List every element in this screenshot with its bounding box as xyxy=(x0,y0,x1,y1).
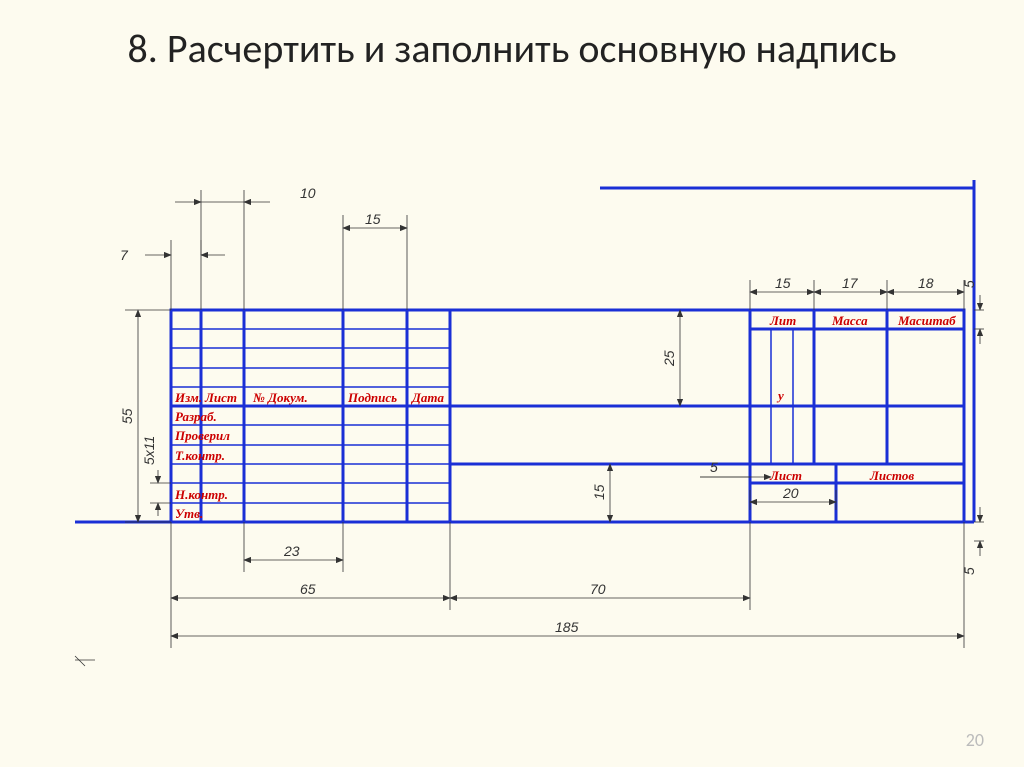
dim-18: 18 xyxy=(918,275,934,291)
label-proveril: Проверил xyxy=(174,428,230,443)
dim-25: 25 xyxy=(661,350,677,367)
dim-20: 20 xyxy=(782,485,799,501)
dim-5x11: 5x11 xyxy=(141,436,157,465)
title-block-drawing: Изм. Лист № Докум. Подпись Дата Разраб. … xyxy=(40,180,985,690)
label-lit: Лит xyxy=(769,313,796,328)
label-tkontr: Т.контр. xyxy=(175,448,225,463)
label-razrab: Разраб. xyxy=(175,409,217,424)
dim-23: 23 xyxy=(283,543,300,559)
label-list: Лист xyxy=(204,390,237,405)
dim-10: 10 xyxy=(300,185,316,201)
label-izm: Изм. xyxy=(174,390,202,405)
dim-5-mid: 5 xyxy=(710,459,718,475)
label-utv: Утв. xyxy=(175,506,203,521)
page-number: 20 xyxy=(966,729,984,751)
dim-185: 185 xyxy=(555,619,579,635)
dim-5b: 5 xyxy=(961,567,977,575)
label-nkontr: Н.контр. xyxy=(174,487,228,502)
slide-title: 8. Расчертить и заполнить основную надпи… xyxy=(0,25,1024,73)
dim-55: 55 xyxy=(119,408,135,424)
dim-7: 7 xyxy=(120,247,129,263)
label-data: Дата xyxy=(411,390,444,405)
label-podpis: Подпись xyxy=(347,390,397,405)
label-ndokum: № Докум. xyxy=(252,390,308,405)
label-y: у xyxy=(776,388,784,403)
dim-5t: 5 xyxy=(961,280,977,288)
dim-15b: 15 xyxy=(591,484,607,500)
dim-15-top: 15 xyxy=(365,211,381,227)
label-list2: Лист xyxy=(769,468,802,483)
dim-15-r: 15 xyxy=(775,275,791,291)
dim-17: 17 xyxy=(842,275,859,291)
dim-70: 70 xyxy=(590,581,606,597)
label-listov: Листов xyxy=(869,468,914,483)
label-masstab: Масштаб xyxy=(897,313,956,328)
label-massa: Масса xyxy=(831,313,868,328)
dim-65: 65 xyxy=(300,581,316,597)
